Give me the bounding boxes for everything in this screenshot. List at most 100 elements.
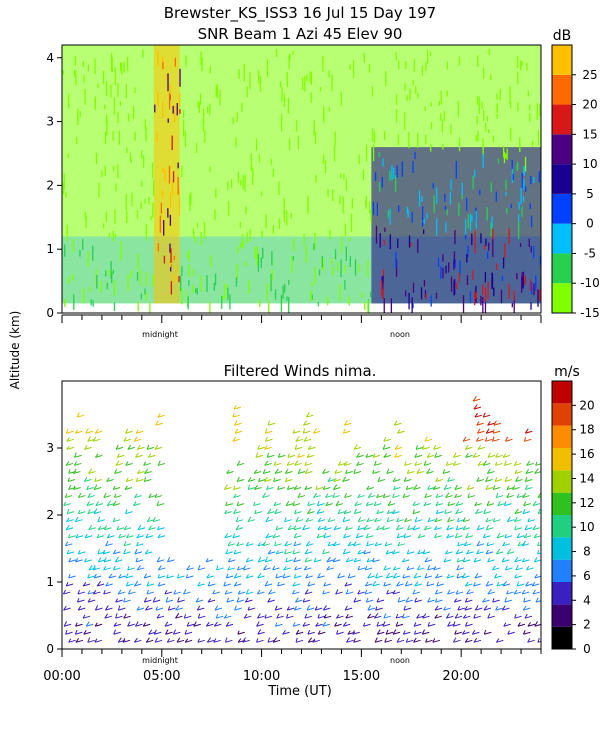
wind-barb [262,468,266,474]
snr-cell [79,111,81,117]
wind-barb-flag [285,479,293,482]
wind-barb-flag [243,567,251,571]
snr-cell [433,195,435,214]
wind-barb [332,541,337,547]
wind-barb-flag [412,527,421,531]
snr-cell [290,212,292,219]
wind-barb [74,516,79,522]
wind-barb-flag [506,487,515,491]
snr-cell [181,165,183,177]
wind-barb-flag [292,503,301,507]
wind-barb [421,629,425,635]
wind-barb [237,630,240,635]
snr-cell [309,71,311,83]
wind-barb-flag [197,639,205,643]
snr-cell [178,276,180,283]
wind-barb-flag [372,454,381,458]
wind-barb-flag [87,639,95,643]
snr-cell [188,264,190,278]
wind-barb-flag [286,503,294,507]
snr-cell [414,151,416,159]
wind-barb-flag [496,535,505,539]
snr-cell [336,261,339,271]
wind-barb-flag [375,575,383,579]
wind-barb [197,581,201,587]
snr-cell [319,86,322,92]
wind-barb [357,516,362,522]
wind-barb-flag [145,607,153,611]
snr-cell [152,162,154,179]
wind-barb [476,541,481,547]
wind-barb [284,548,287,555]
wind-barb [424,436,428,442]
wind-barb [125,461,129,466]
wind-barb-flag [87,575,95,579]
wind-barb-flag [348,575,356,579]
snr-cell [509,101,512,109]
wind-barb-flag [527,519,536,523]
wind-barb-flag [256,623,264,627]
snr-cell [68,93,70,109]
snr-cell [521,60,523,67]
snr-noon-label: noon [390,330,410,339]
wind-barb [233,573,238,579]
wind-barb [304,557,308,563]
snr-cell [466,275,469,285]
wind-barb [144,549,149,555]
snr-cell [176,103,178,116]
snr-cell [169,259,172,268]
snr-cell [87,64,90,72]
wind-barb [476,524,480,530]
wind-barb-flag [365,567,373,571]
wind-barb [343,533,347,539]
wind-barb [148,525,152,531]
snr-cell [244,175,246,192]
snr-cell [84,211,87,220]
snr-cell [126,56,129,71]
wind-barb-flag [395,615,404,619]
wind-barb-flag [446,535,454,539]
wind-barb [233,581,238,587]
wind-barb-flag [136,607,145,611]
wind-barb-flag [424,495,432,499]
snr-cell [144,119,147,130]
wind-barb-flag [94,575,102,579]
wind-barb [492,429,495,434]
wind-barb-flag [525,487,533,491]
snr-cell [469,213,472,232]
wind-barb [152,516,156,522]
wind-barb-flag [225,503,233,507]
snr-colorbar-tick-label: -5 [584,246,596,260]
snr-cell [141,150,143,159]
wind-barb-flag [414,462,422,466]
wind-barb-flag [447,519,455,523]
wind-barb [473,581,476,587]
wind-barb-flag [93,511,102,515]
wind-barb-flag [78,551,86,555]
wind-barb-flag [94,623,103,627]
wind-barb-flag [486,527,494,531]
wind-barb [77,605,82,611]
title-line2: SNR Beam 1 Azi 45 Elev 90 [198,25,403,43]
wind-barb [65,428,69,434]
wind-barb [127,565,130,571]
wind-barb [376,621,380,627]
snr-cell [372,201,375,216]
snr-colorbar-block [552,253,572,284]
snr-cell [423,280,426,287]
snr-cell [167,73,169,92]
wind-barb-flag [154,639,163,643]
snr-cell [83,75,85,83]
wind-barb [414,516,418,522]
wind-barb [306,605,310,611]
snr-cell [174,57,176,67]
snr-cell [361,292,363,298]
wind-barb [65,541,69,547]
wind-barb [454,613,459,619]
wind-barb-flag [414,631,422,635]
wind-barb [224,484,228,490]
wind-barb [245,541,249,547]
snr-cell [339,195,341,204]
wind-barb [225,573,229,579]
wind-barb-flag [407,470,415,474]
